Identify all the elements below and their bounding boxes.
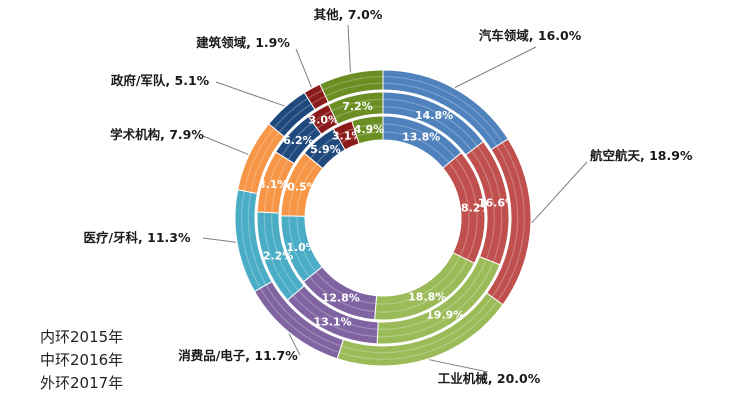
segment-stripe-2016-5-1	[271, 159, 289, 213]
segment-stripe-2016-6-2	[281, 122, 313, 156]
segment-stripe-2017-5-1	[250, 132, 280, 192]
segment-stripe-2015-4-2	[288, 216, 310, 277]
segment-stripe-2017-0-2	[383, 76, 503, 143]
segment-stripe-2017-8-2	[322, 76, 383, 91]
segment-stripe-2016-6-1	[287, 128, 318, 160]
segment-stripe-2016-5-2	[263, 155, 283, 212]
segment-stripe-2015-6-2	[310, 135, 338, 159]
segment-stripe-2017-0-1	[383, 82, 498, 146]
segment-stripe-2017-1-1	[491, 146, 519, 297]
segment-stripe-2015-0-2	[383, 123, 456, 158]
segment-stripe-2017-8-1	[325, 82, 383, 97]
segment-stripe-2017-6-1	[278, 103, 312, 133]
segment-stripe-2016-8-2	[331, 98, 383, 112]
value-label-2016-5: 8.1%	[258, 178, 289, 191]
value-label-2016-1: 16.6%	[478, 197, 516, 210]
segment-stripe-2016-2-2	[377, 262, 494, 338]
value-label-2016-2: 19.9%	[426, 309, 464, 322]
segment-stripe-2016-3-1	[298, 290, 378, 330]
segment-stripe-2017-7-2	[308, 89, 323, 99]
segment-stripe-2016-3-2	[292, 295, 378, 338]
value-label-2016-3: 13.1%	[314, 315, 352, 328]
segment-stripe-2015-8-1	[356, 131, 383, 137]
category-label-1: 航空航天, 18.9%	[590, 148, 693, 163]
segment-stripe-2015-5-2	[288, 158, 311, 216]
leader-line-7	[295, 48, 312, 88]
segment-stripe-2017-3-1	[265, 285, 341, 347]
leader-line-4	[202, 237, 237, 243]
category-label-2: 工业机械, 20.0%	[438, 371, 541, 386]
value-label-2015-5: 10.5%	[280, 181, 318, 194]
segment-stripe-2015-3-2	[309, 276, 375, 313]
segment-stripe-2015-0-1	[383, 131, 450, 164]
value-label-2016-6: 6.2%	[283, 134, 314, 147]
segment-stripe-2017-4-1	[247, 192, 267, 285]
category-label-6: 政府/军队, 5.1%	[111, 73, 210, 88]
segment-stripe-2015-3-1	[315, 271, 376, 305]
segment-stripe-2015-5-1	[296, 163, 317, 216]
category-label-0: 汽车领域, 16.0%	[479, 28, 582, 43]
segment-stripe-2017-3-2	[260, 288, 339, 353]
segment-stripe-2016-8-1	[334, 106, 383, 118]
category-label-3: 消费品/电子, 11.7%	[178, 348, 298, 363]
value-label-2016-4: 12.2%	[255, 249, 293, 262]
legend-inner-ring: 内环2015年	[40, 328, 124, 346]
leader-line-0	[454, 46, 537, 88]
segment-stripe-2017-7-1	[311, 95, 326, 105]
segment-stripe-2015-1-2	[454, 157, 478, 260]
leader-line-2	[429, 359, 489, 373]
category-label-4: 医疗/牙科, 11.3%	[83, 230, 191, 245]
value-label-2015-4: 11.0%	[279, 241, 317, 254]
segment-stripe-2016-4-1	[271, 213, 299, 291]
ring-legend: 内环2015年 中环2016年 外环2017年	[40, 326, 123, 395]
segment-stripe-2017-5-2	[243, 128, 275, 191]
category-label-5: 学术机构, 7.9%	[110, 127, 204, 142]
segment-stripe-2016-2-1	[378, 259, 487, 330]
segment-stripe-2017-2-2	[339, 300, 498, 360]
legend-outer-ring: 外环2017年	[40, 374, 124, 392]
value-label-2015-1: 18.2%	[453, 201, 491, 214]
segment-stripe-2017-6-2	[273, 98, 308, 129]
value-label-2015-0: 13.8%	[402, 130, 440, 143]
leader-line-8	[347, 24, 351, 73]
value-label-2016-8: 7.2%	[342, 100, 373, 113]
category-label-8: 其他, 7.0%	[314, 7, 383, 22]
segment-stripe-2015-6-1	[316, 142, 342, 164]
leader-line-3	[288, 333, 301, 356]
segment-stripe-2015-1-1	[448, 162, 470, 257]
value-label-2015-3: 12.8%	[322, 291, 360, 304]
segment-2015-8	[351, 115, 384, 145]
segment-stripe-2015-8-2	[354, 123, 383, 129]
leader-line-1	[531, 161, 588, 224]
value-label-2015-6: 5.9%	[310, 143, 341, 156]
segment-stripe-2017-4-2	[241, 191, 261, 288]
segment-stripe-2016-1-1	[471, 150, 495, 260]
segment-stripe-2016-0-1	[383, 106, 472, 151]
value-label-2015-2: 18.8%	[408, 290, 446, 303]
category-label-7: 建筑领域, 1.9%	[196, 35, 290, 50]
segment-stripe-2015-2-1	[376, 256, 461, 305]
value-label-2016-0: 14.8%	[415, 109, 453, 122]
segment-stripe-2015-4-1	[296, 216, 317, 272]
legend-middle-ring: 中环2016年	[40, 351, 124, 369]
segment-stripe-2015-2-2	[375, 259, 468, 313]
segment-stripe-2017-2-1	[341, 297, 493, 354]
segment-stripe-2016-0-2	[383, 98, 478, 147]
value-label-2016-7: 3.0%	[309, 113, 340, 126]
leader-line-5	[202, 135, 249, 155]
leader-line-6	[215, 81, 285, 107]
segment-stripe-2017-1-2	[497, 142, 525, 301]
value-label-2015-8: 4.9%	[354, 123, 385, 136]
value-label-2015-7: 3.1%	[332, 129, 363, 142]
segment-stripe-2016-4-2	[263, 212, 294, 296]
segment-stripe-2016-1-2	[477, 146, 503, 262]
